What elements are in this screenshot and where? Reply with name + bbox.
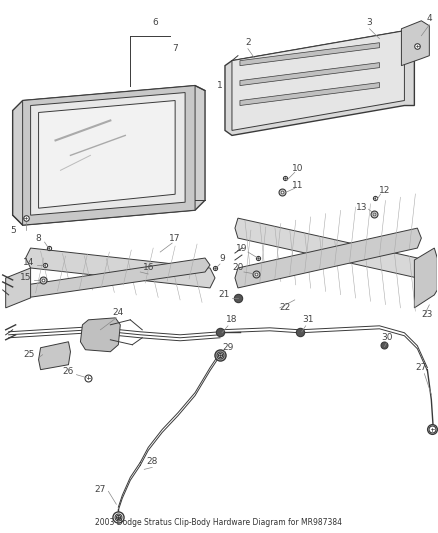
Text: 10: 10 — [292, 164, 304, 173]
Polygon shape — [235, 228, 421, 288]
Polygon shape — [401, 21, 429, 66]
Text: 2: 2 — [245, 38, 251, 47]
Text: 31: 31 — [302, 316, 314, 324]
Polygon shape — [23, 86, 195, 225]
Text: 20: 20 — [232, 263, 244, 272]
Text: 15: 15 — [20, 273, 32, 282]
Text: 7: 7 — [172, 44, 178, 53]
Polygon shape — [235, 218, 419, 278]
Text: 11: 11 — [292, 181, 304, 190]
Polygon shape — [6, 268, 31, 308]
Text: 29: 29 — [222, 343, 233, 352]
Polygon shape — [240, 43, 379, 66]
Text: 27: 27 — [95, 485, 106, 494]
Polygon shape — [39, 101, 175, 208]
Text: 18: 18 — [226, 316, 238, 324]
Polygon shape — [81, 318, 120, 352]
Text: 17: 17 — [170, 233, 181, 243]
Text: 4: 4 — [427, 14, 432, 23]
Text: 14: 14 — [23, 257, 34, 266]
Polygon shape — [414, 248, 437, 308]
Polygon shape — [31, 93, 185, 215]
Text: 9: 9 — [219, 254, 225, 263]
Text: 16: 16 — [142, 263, 154, 272]
Text: 23: 23 — [422, 310, 433, 319]
Polygon shape — [240, 63, 379, 86]
Polygon shape — [240, 83, 379, 106]
Text: 13: 13 — [356, 203, 367, 212]
Polygon shape — [25, 248, 215, 288]
Text: 24: 24 — [113, 309, 124, 317]
Text: 26: 26 — [63, 367, 74, 376]
Text: 3: 3 — [367, 18, 372, 27]
Text: 21: 21 — [218, 290, 230, 300]
Text: 5: 5 — [10, 225, 15, 235]
Text: 1: 1 — [217, 81, 223, 90]
Polygon shape — [232, 31, 404, 131]
Polygon shape — [13, 86, 205, 225]
Polygon shape — [21, 258, 210, 298]
Text: 30: 30 — [381, 333, 393, 342]
Text: 27: 27 — [416, 363, 427, 372]
Text: 12: 12 — [379, 185, 390, 195]
Text: 22: 22 — [279, 303, 290, 312]
Text: 19: 19 — [236, 244, 247, 253]
Text: 25: 25 — [23, 350, 34, 359]
Text: 2003 Dodge Stratus Clip-Body Hardware Diagram for MR987384: 2003 Dodge Stratus Clip-Body Hardware Di… — [95, 518, 343, 527]
Text: 6: 6 — [152, 18, 158, 27]
Text: 8: 8 — [36, 233, 42, 243]
Polygon shape — [225, 31, 414, 135]
Polygon shape — [39, 342, 71, 370]
Text: 28: 28 — [147, 457, 158, 466]
